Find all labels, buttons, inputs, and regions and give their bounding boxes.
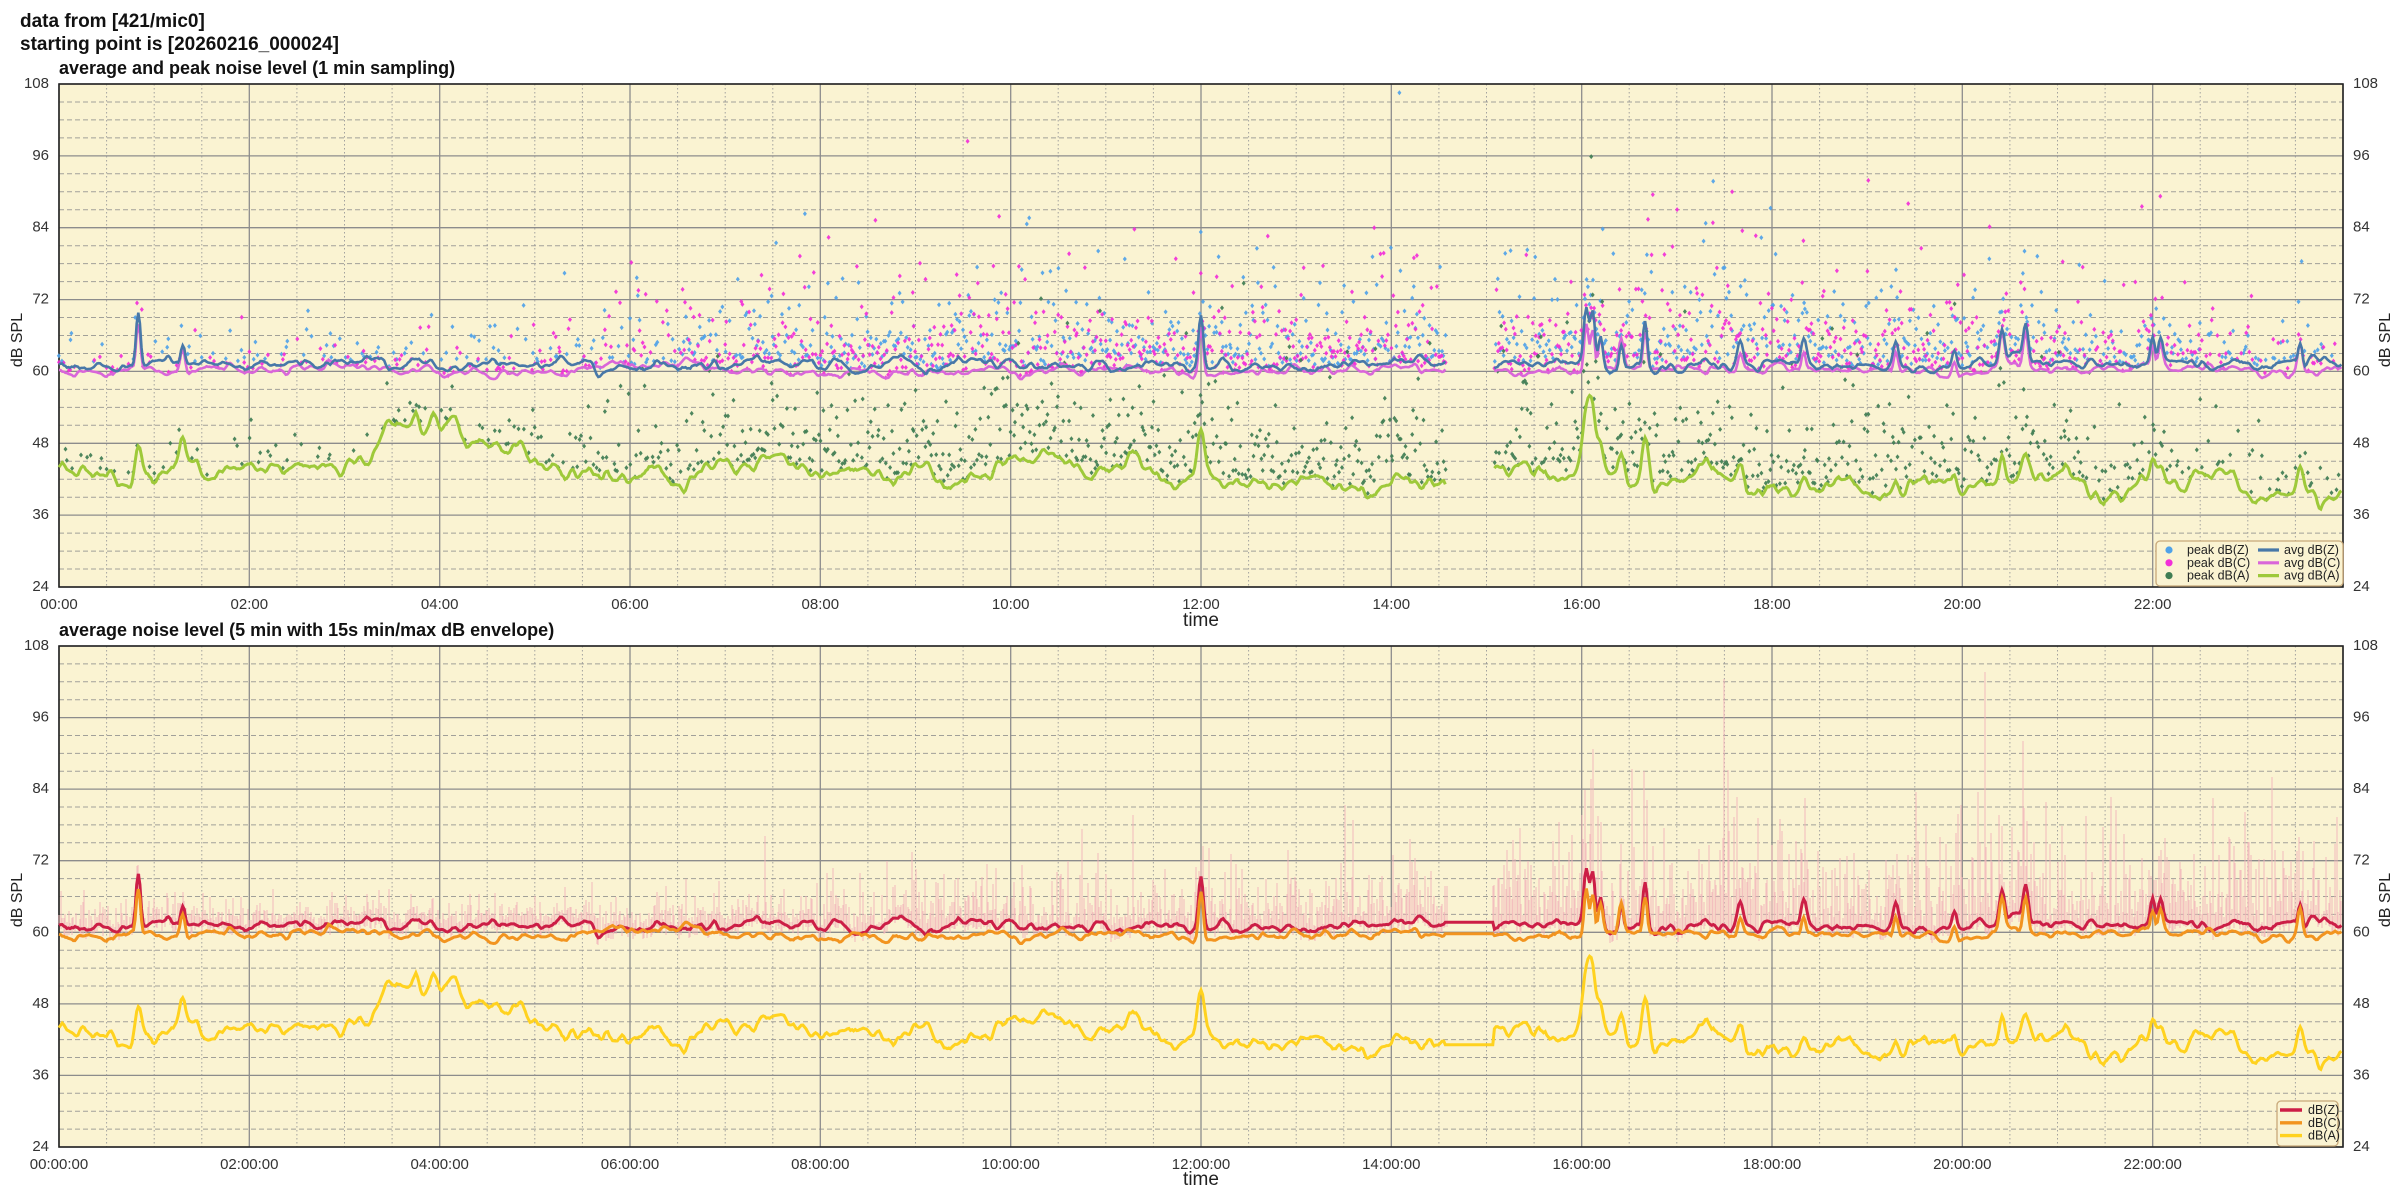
svg-text:108: 108	[24, 637, 49, 654]
svg-text:22:00:00: 22:00:00	[2124, 1156, 2182, 1173]
svg-text:60: 60	[2353, 923, 2370, 940]
svg-text:60: 60	[32, 923, 49, 940]
svg-text:84: 84	[32, 780, 49, 797]
svg-text:04:00:00: 04:00:00	[411, 1156, 469, 1173]
svg-text:36: 36	[32, 1066, 49, 1083]
svg-text:10:00:00: 10:00:00	[982, 1156, 1040, 1173]
svg-text:48: 48	[32, 995, 49, 1012]
svg-text:48: 48	[2353, 995, 2370, 1012]
svg-text:00:00:00: 00:00:00	[30, 1156, 88, 1173]
svg-text:dB SPL: dB SPL	[2377, 873, 2394, 927]
svg-text:08:00:00: 08:00:00	[791, 1156, 849, 1173]
svg-text:72: 72	[32, 852, 49, 869]
svg-text:16:00:00: 16:00:00	[1553, 1156, 1611, 1173]
svg-text:18:00:00: 18:00:00	[1743, 1156, 1801, 1173]
svg-text:84: 84	[2353, 780, 2370, 797]
svg-text:36: 36	[2353, 1066, 2370, 1083]
svg-text:24: 24	[2353, 1138, 2370, 1155]
svg-text:96: 96	[2353, 709, 2370, 726]
svg-text:06:00:00: 06:00:00	[601, 1156, 659, 1173]
svg-text:24: 24	[32, 1138, 49, 1155]
svg-text:108: 108	[2353, 637, 2378, 654]
svg-text:02:00:00: 02:00:00	[220, 1156, 278, 1173]
svg-text:72: 72	[2353, 852, 2370, 869]
svg-text:time: time	[1183, 1169, 1219, 1190]
svg-text:dB SPL: dB SPL	[9, 873, 26, 927]
svg-text:dB(A): dB(A)	[2308, 1129, 2340, 1143]
svg-text:20:00:00: 20:00:00	[1933, 1156, 1991, 1173]
svg-text:14:00:00: 14:00:00	[1362, 1156, 1420, 1173]
svg-text:96: 96	[32, 709, 49, 726]
